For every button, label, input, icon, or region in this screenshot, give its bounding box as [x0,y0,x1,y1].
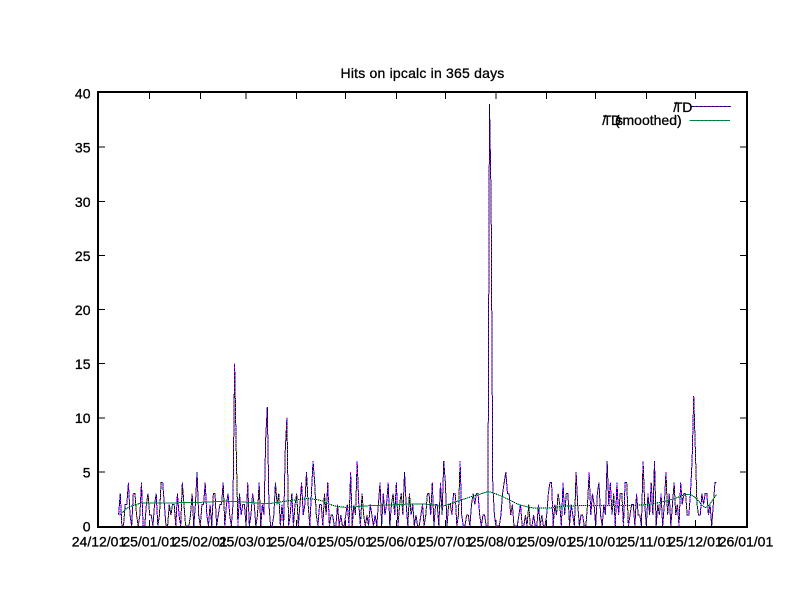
svg-text:25/02/01: 25/02/01 [173,534,228,550]
svg-text:25/12/01: 25/12/01 [668,534,723,550]
svg-text:25/06/01: 25/06/01 [369,534,424,550]
svg-text:25/09/01: 25/09/01 [519,534,574,550]
svg-text:25/08/01: 25/08/01 [469,534,524,550]
svg-text:25/04/01: 25/04/01 [269,534,324,550]
svg-text:20: 20 [75,302,91,318]
svg-text:35: 35 [75,140,91,156]
svg-text:0: 0 [83,519,91,535]
svg-text:25/11/01: 25/11/01 [620,534,674,550]
svg-text:/: / [602,112,606,128]
svg-text:Hits on ipcalc in 365 days: Hits on ipcalc in 365 days [341,65,505,81]
svg-text:T: T [603,112,612,128]
svg-text:25/07/01: 25/07/01 [418,534,473,550]
svg-text:26/01/01: 26/01/01 [719,534,774,550]
svg-text:10: 10 [75,410,91,426]
svg-text:30: 30 [75,194,91,210]
svg-text:D: D [611,112,621,128]
svg-text:25/01/01: 25/01/01 [122,534,177,550]
svg-text:D: D [682,99,692,115]
svg-text:5: 5 [83,464,91,480]
svg-text:moothed): moothed) [623,112,682,128]
svg-text:s: s [616,112,623,128]
svg-text:15: 15 [75,356,91,372]
svg-text:25/03/01: 25/03/01 [219,534,274,550]
svg-text:(: ( [615,112,620,128]
svg-text:25/05/01: 25/05/01 [318,534,373,550]
svg-text:40: 40 [75,86,91,102]
svg-text:25/10/01: 25/10/01 [568,534,623,550]
svg-text:T: T [674,99,683,115]
svg-text:25: 25 [75,248,91,264]
svg-text:24/12/01: 24/12/01 [72,534,127,550]
svg-text:/: / [673,99,677,115]
